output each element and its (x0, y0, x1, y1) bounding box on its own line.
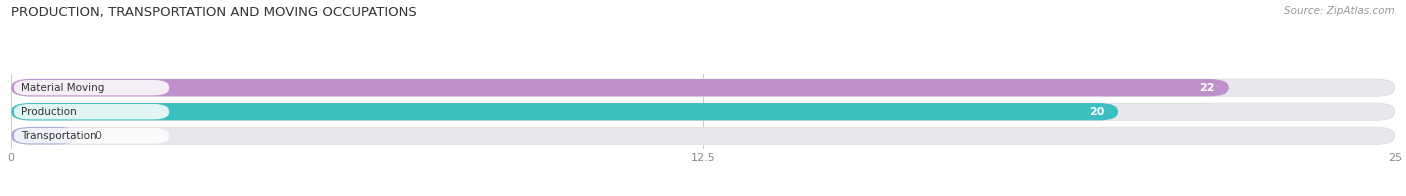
Text: Material Moving: Material Moving (21, 83, 104, 93)
Text: Production: Production (21, 107, 77, 117)
FancyBboxPatch shape (14, 128, 169, 143)
FancyBboxPatch shape (11, 103, 1395, 120)
FancyBboxPatch shape (14, 80, 169, 95)
Text: Transportation: Transportation (21, 131, 97, 141)
FancyBboxPatch shape (14, 104, 169, 119)
FancyBboxPatch shape (11, 127, 1395, 144)
FancyBboxPatch shape (11, 79, 1229, 96)
Text: 0: 0 (94, 131, 101, 141)
Text: PRODUCTION, TRANSPORTATION AND MOVING OCCUPATIONS: PRODUCTION, TRANSPORTATION AND MOVING OC… (11, 6, 418, 19)
FancyBboxPatch shape (11, 79, 1395, 96)
FancyBboxPatch shape (11, 127, 77, 144)
Text: Source: ZipAtlas.com: Source: ZipAtlas.com (1284, 6, 1395, 16)
Text: 22: 22 (1199, 83, 1215, 93)
Text: 20: 20 (1088, 107, 1104, 117)
FancyBboxPatch shape (11, 103, 1118, 120)
